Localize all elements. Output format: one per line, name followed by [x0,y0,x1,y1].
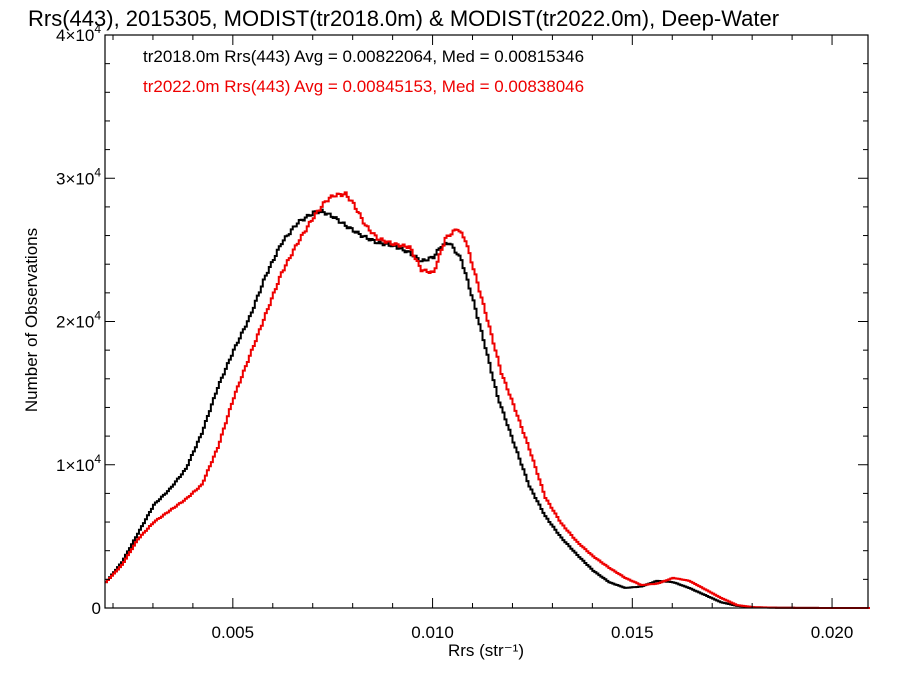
y-tick-label: 4×104 [56,22,101,45]
series-layer [105,191,870,609]
chart-title: Rrs(443), 2015305, MODIST(tr2018.0m) & M… [28,6,779,31]
x-tick-label: 0.020 [811,623,854,642]
x-tick-label: 0.010 [411,623,454,642]
y-axis-label: Number of Observations [22,228,41,412]
legend: tr2018.0m Rrs(443) Avg = 0.00822064, Med… [143,47,584,96]
x-axis-label: Rrs (str⁻¹) [448,641,524,660]
x-tick-label: 0.005 [212,623,255,642]
legend-entry-tr2018: tr2018.0m Rrs(443) Avg = 0.00822064, Med… [143,47,584,66]
y-tick-label: 0 [92,599,101,618]
axis-ticks: 0.005 0.010 0.015 0.020 0 1×104 2×104 3×104 4×10… [56,22,868,642]
x-tick-label: 0.015 [611,623,654,642]
series-line-tr2018 [105,208,870,609]
legend-entry-tr2022: tr2022.0m Rrs(443) Avg = 0.00845153, Med… [143,77,584,96]
y-tick-label: 3×104 [56,165,101,188]
y-tick-label: 1×104 [56,452,101,475]
plot-frame [104,34,869,609]
series-line-tr2022 [105,191,870,609]
y-tick-label: 2×104 [56,309,101,332]
